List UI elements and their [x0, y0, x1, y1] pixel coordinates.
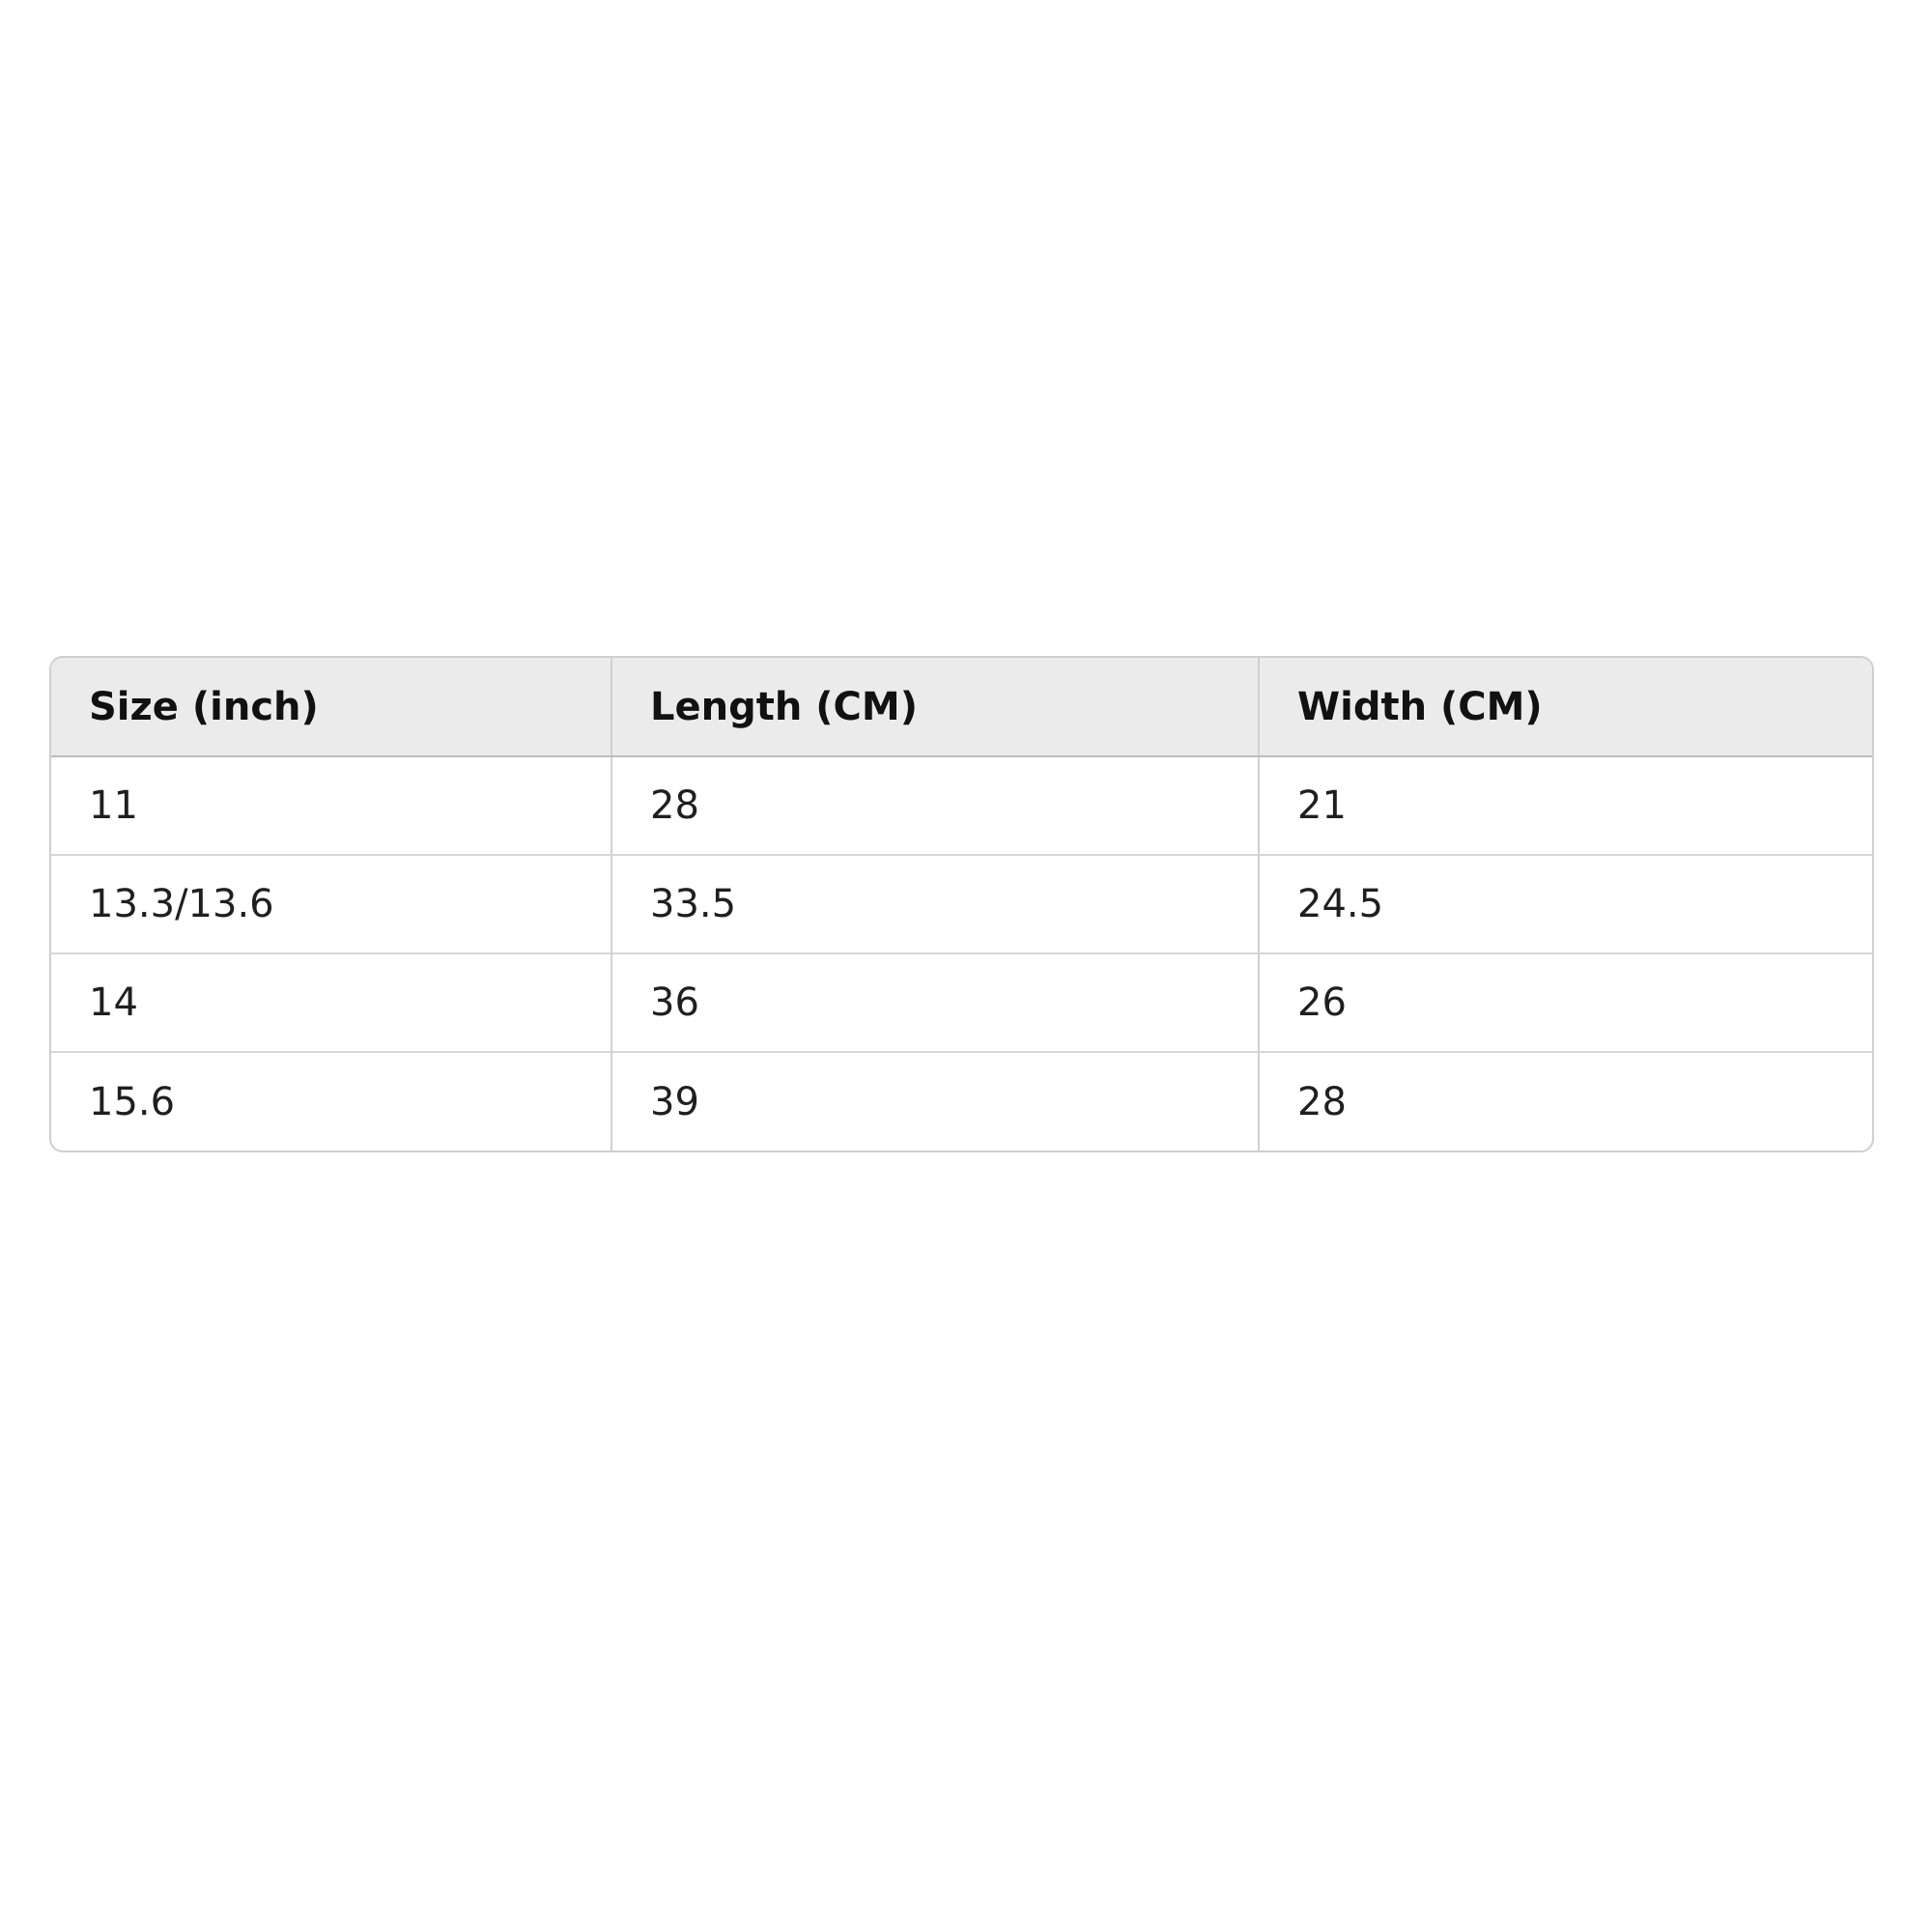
cell-length: 33.5 [611, 854, 1259, 953]
header-length: Length (CM) [611, 658, 1259, 757]
cell-size: 11 [89, 783, 138, 828]
header-row: Size (inch) Length (CM) Width (CM) [51, 658, 1872, 757]
cell-size: 14 [51, 952, 611, 1052]
table-body: 11 28 21 13.3/13.6 33.5 24.5 14 36 26 15… [51, 756, 1872, 1151]
table-row: 11 28 21 [51, 756, 1872, 855]
size-chart-table: Size (inch) Length (CM) Width (CM) 11 28… [49, 656, 1874, 1152]
table-row: 13.3/13.6 33.5 24.5 [51, 854, 1872, 953]
header-size: Size (inch) [51, 658, 611, 757]
cell-size: 15.6 [51, 1051, 611, 1151]
cell-size: 13.3/13.6 [51, 854, 611, 953]
cell-length: 28 [611, 756, 1259, 855]
size-table: Size (inch) Length (CM) Width (CM) 11 28… [51, 658, 1872, 1151]
cell-width: 24.5 [1258, 854, 1872, 953]
table-row: 15.6 39 28 [51, 1051, 1872, 1151]
cell-width: 21 [1258, 756, 1872, 855]
cell-width: 28 [1258, 1051, 1872, 1151]
cell-length: 36 [611, 952, 1259, 1052]
cell-length: 39 [611, 1051, 1259, 1151]
table-header: Size (inch) Length (CM) Width (CM) [51, 658, 1872, 757]
cell-width: 26 [1258, 952, 1872, 1052]
table-row: 14 36 26 [51, 952, 1872, 1052]
header-width: Width (CM) [1258, 658, 1872, 757]
